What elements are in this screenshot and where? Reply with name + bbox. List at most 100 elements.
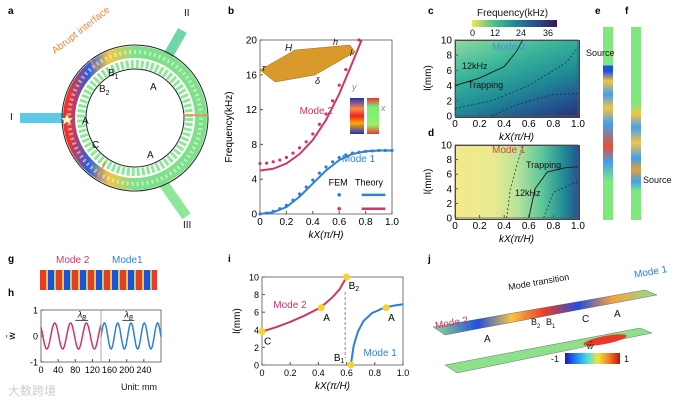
lambda-label: λB: [77, 309, 86, 321]
fem-point: [284, 203, 288, 207]
x-tick-label: 0.2: [284, 368, 297, 378]
x-tick-label: 0.6: [522, 119, 536, 130]
trapping-chart: 0 0.2 0.4 0.6 0.8 1.0 0 2 4 6 8 10 kX(π/H) l(mm) C A B2 B…: [232, 273, 410, 393]
x-tick-label: 240: [136, 365, 151, 375]
fem-point: [271, 160, 275, 164]
fem-point: [284, 155, 288, 160]
colorbar-tick: 0: [470, 28, 476, 38]
region-label-C: C: [582, 314, 590, 325]
x-axis-label: kX(π/H): [308, 230, 343, 241]
x-tick-label: 0: [38, 365, 43, 375]
y-tick-label: 6: [446, 66, 452, 77]
wave-mode-1: [100, 322, 162, 350]
contour-line: [506, 144, 524, 219]
y-tick-label: 0: [446, 112, 452, 123]
x-tick-label: 0.8: [546, 119, 560, 130]
port-label-III: III: [183, 220, 192, 231]
curve-mode-1: [349, 303, 404, 366]
unit-cell-inset: [259, 44, 356, 83]
fem-point: [344, 153, 348, 157]
fem-point: [350, 151, 354, 155]
fem-point: [265, 161, 269, 165]
fem-point: [383, 148, 387, 153]
colorbar-tick: 24: [516, 28, 527, 38]
colorbar-label: w̄: [587, 341, 594, 351]
region-label-B2: B2: [99, 84, 110, 97]
y-tick-label: 2: [446, 199, 452, 210]
mode-transition-strip: [40, 270, 157, 290]
mode1-label: Mode 1: [492, 145, 526, 156]
point-label: B1: [334, 353, 345, 365]
y-tick-label: 10: [441, 141, 453, 152]
y-tick-label: 0: [446, 214, 452, 225]
y-tick-label: 16: [246, 70, 258, 81]
displacement-colorbar: [565, 353, 620, 364]
x-tick-label: 0.6: [522, 221, 536, 232]
source-label-f: Source: [643, 175, 672, 185]
dim-label-h: h: [333, 37, 339, 47]
y-axis-label: l(mm): [232, 308, 243, 334]
source-star-icon: [60, 113, 74, 126]
unit-label: Unit: mm: [121, 382, 157, 392]
contour-line: [491, 92, 579, 117]
source-label-e: Source: [586, 48, 615, 58]
trapping-label: Trapping: [526, 160, 562, 170]
panel-label-b: b: [228, 6, 235, 17]
plot-frame: [259, 39, 393, 215]
y-tick-label: 8: [446, 51, 452, 62]
x-tick-label: 0.8: [369, 368, 382, 378]
contour-label-12khz: 12kHz: [515, 188, 541, 198]
axis-y-inset-label: y: [352, 82, 357, 92]
panel-label-a: a: [8, 6, 14, 17]
colorbar-title: Frequency(kHz): [477, 8, 549, 19]
y-tick-label: 2: [254, 343, 259, 353]
x-tick-label: 0.2: [473, 119, 487, 130]
x-tick-label: 160: [102, 365, 117, 375]
mode2-label: Mode 2: [273, 300, 307, 311]
x-tick-label: 80: [70, 365, 80, 375]
panel-label-j: j: [428, 254, 431, 265]
point-label: C: [264, 337, 271, 348]
point-c: [258, 328, 266, 336]
fem-point: [271, 209, 275, 213]
x-tick-label: 120: [85, 365, 100, 375]
fem-point: [304, 185, 308, 189]
y-tick-label: 4: [446, 81, 452, 92]
port-III-waveguide: [159, 180, 191, 220]
ring-waveguide-diagram: [20, 28, 209, 220]
x-tick-label: 0.8: [546, 221, 560, 232]
fem-point: [317, 122, 321, 126]
y-tick-label: 8: [254, 290, 259, 300]
fem-point: [364, 149, 368, 153]
y-tick-label: 4: [254, 325, 259, 335]
lambda-label: λB: [123, 309, 132, 321]
colorbar-max: 1: [624, 354, 630, 364]
x-tick-label: 0: [452, 119, 458, 130]
mode2-label: Mode 2: [56, 255, 90, 266]
x-tick-label: 0.2: [473, 221, 487, 232]
y-tick-label: 4: [446, 184, 452, 195]
x-tick-label: 200: [119, 365, 134, 375]
x-tick-label: 1.0: [571, 119, 585, 130]
x-axis-label: kX(π/H): [499, 234, 534, 245]
fem-point: [258, 161, 262, 166]
fem-point: [344, 67, 348, 72]
y-axis-label: l(mm): [423, 65, 434, 91]
3d-waveguide-diagram: [432, 289, 658, 374]
fem-point: [331, 160, 335, 164]
region-label-B1: B1: [108, 68, 119, 81]
y-tick-label: 6: [446, 170, 452, 181]
fem-point: [377, 148, 381, 153]
x-tick-label: 1.0: [571, 221, 585, 232]
dim-label-l: l: [350, 48, 352, 58]
fem-point: [265, 211, 269, 215]
colorbar-tick: 36: [543, 28, 554, 38]
series-line-mode-2-theory: [259, 39, 363, 172]
point-a: [382, 304, 390, 312]
x-tick-label: 1.0: [397, 368, 410, 378]
y-tick-label: 6: [254, 308, 259, 318]
region-label-C: C: [92, 140, 100, 151]
plot-frame: [261, 276, 404, 366]
